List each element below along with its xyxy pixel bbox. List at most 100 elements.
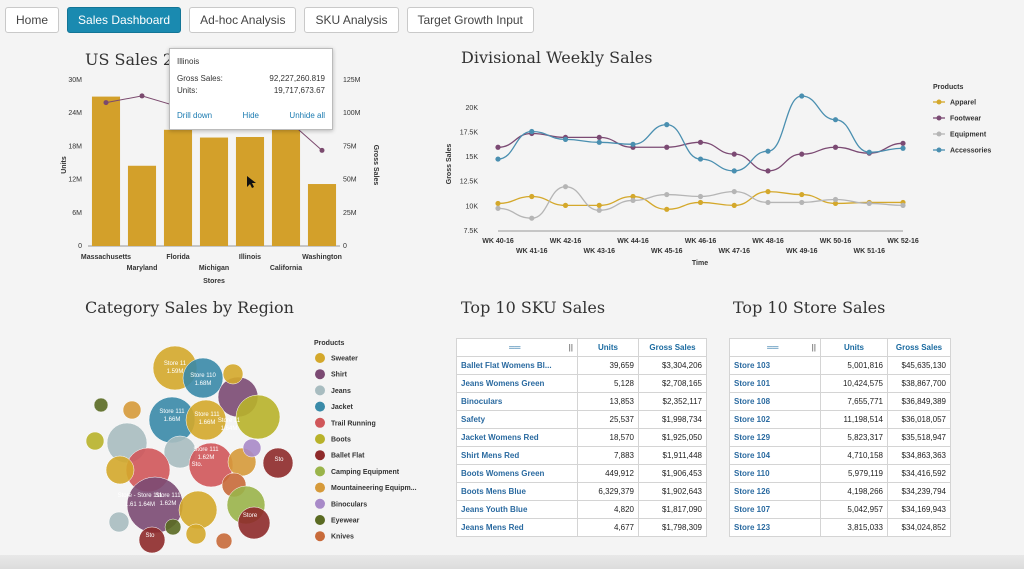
sku-row[interactable]: Boots Mens Blue 6,329,379 $1,902,643 (456, 482, 707, 501)
divisional-chart: 7.5K 10K 12.5K 15K 17.5K 20K Gross Sales Time WK… (446, 84, 991, 267)
us-x-tick: Massachusetts (81, 254, 131, 261)
store-cell-gross: $34,024,852 (887, 518, 951, 537)
store-col-gross[interactable]: Gross Sales (887, 338, 951, 357)
store-cell-name[interactable]: Store 107 (729, 500, 821, 519)
store-row[interactable]: Store 126 4,198,266 $34,239,794 (729, 482, 951, 501)
div-x-tick: WK 46-16 (685, 238, 717, 245)
store-cell-units: 3,815,033 (820, 518, 888, 537)
store-header-row: ══ || Units Gross Sales (729, 338, 951, 357)
tab-target-growth-input[interactable]: Target Growth Input (406, 7, 534, 33)
store-col-units[interactable]: Units (820, 338, 888, 357)
tab-sales-dashboard[interactable]: Sales Dashboard (67, 7, 182, 33)
bottom-bar (0, 555, 1024, 569)
bubble-label: Store (243, 513, 258, 519)
sku-cell-name[interactable]: Jeans Womens Green (456, 374, 578, 393)
us-y2-tick: 100M (343, 110, 361, 117)
sku-table: ══ || Units Gross Sales Ballet Flat Wome… (456, 338, 707, 537)
drill-down-link[interactable]: Drill down (177, 111, 213, 120)
sku-row[interactable]: Shirt Mens Red 7,883 $1,911,448 (456, 446, 707, 465)
sku-cell-name[interactable]: Ballet Flat Womens Bl... (456, 356, 578, 375)
category-bubble (215, 532, 233, 550)
div-series-point (596, 202, 602, 208)
store-row[interactable]: Store 110 5,979,119 $34,416,592 (729, 464, 951, 483)
div-series-point (832, 144, 839, 150)
sku-row[interactable]: Safety 25,537 $1,998,734 (456, 410, 707, 429)
div-series-point (697, 156, 704, 162)
unhide-all-link[interactable]: Unhide all (289, 111, 325, 120)
store-row[interactable]: Store 123 3,815,033 $34,024,852 (729, 518, 951, 537)
store-row[interactable]: Store 107 5,042,957 $34,169,943 (729, 500, 951, 519)
category-bubble (237, 506, 271, 540)
div-y-tick: 17.5K (460, 129, 479, 136)
bubble-label: Store - Store 111 (118, 493, 163, 499)
sku-row[interactable]: Jeans Youth Blue 4,820 $1,817,090 (456, 500, 707, 519)
cat-legend-marker (315, 450, 325, 461)
div-legend-label: Footwear (950, 116, 981, 123)
sku-cell-name[interactable]: Boots Mens Blue (456, 482, 578, 501)
bubble-label: Store 11 (218, 418, 241, 424)
div-series-point (664, 122, 670, 128)
store-cell-name[interactable]: Store 104 (729, 446, 821, 465)
store-row[interactable]: Store 108 7,655,771 $36,849,389 (729, 392, 951, 411)
sku-row[interactable]: Jacket Womens Red 18,570 $1,925,050 (456, 428, 707, 447)
store-row[interactable]: Store 102 11,198,514 $36,018,057 (729, 410, 951, 429)
store-cell-name[interactable]: Store 110 (729, 464, 821, 483)
tab-home[interactable]: Home (5, 7, 60, 33)
sku-row-header[interactable]: ══ || (456, 338, 578, 357)
cat-legend-label: Knives (331, 534, 354, 541)
store-row[interactable]: Store 104 4,710,158 $34,863,363 (729, 446, 951, 465)
sku-cell-name[interactable]: Jacket Womens Red (456, 428, 578, 447)
sku-row[interactable]: Jeans Womens Green 5,128 $2,708,165 (456, 374, 707, 393)
category-bubble (242, 438, 262, 458)
store-cell-name[interactable]: Store 103 (729, 356, 821, 375)
cat-legend-label: Binoculars (331, 501, 367, 508)
cat-legend-marker (315, 417, 325, 428)
sku-row[interactable]: Boots Womens Green 449,912 $1,906,453 (456, 464, 707, 483)
store-cell-name[interactable]: Store 108 (729, 392, 821, 411)
sku-row[interactable]: Binoculars 13,853 $2,352,117 (456, 392, 707, 411)
div-series-point (900, 140, 906, 146)
tooltip-actions: Drill down Hide Unhide all (177, 111, 325, 120)
tooltip-title: Illinois (177, 57, 200, 66)
tab-adhoc-analysis[interactable]: Ad-hoc Analysis (189, 7, 297, 33)
tab-sku-analysis[interactable]: SKU Analysis (304, 7, 399, 33)
us-bar (127, 165, 157, 246)
div-y-tick: 7.5K (464, 228, 479, 235)
div-series-point (495, 200, 501, 207)
sku-cell-name[interactable]: Boots Womens Green (456, 464, 578, 483)
store-cell-name[interactable]: Store 101 (729, 374, 821, 393)
sku-cell-name[interactable]: Binoculars (456, 392, 578, 411)
store-cell-units: 11,198,514 (820, 410, 888, 429)
sku-cell-name[interactable]: Shirt Mens Red (456, 446, 578, 465)
store-cell-name[interactable]: Store 126 (729, 482, 821, 501)
sku-row[interactable]: Ballet Flat Womens Bl... 39,659 $3,304,206 (456, 356, 707, 375)
sku-row[interactable]: Jeans Mens Red 4,677 $1,798,309 (456, 518, 707, 537)
store-row[interactable]: Store 129 5,823,317 $35,518,947 (729, 428, 951, 447)
sku-cell-gross: $1,925,050 (638, 428, 707, 447)
div-series-point (832, 200, 839, 207)
div-series-point (731, 188, 737, 195)
sku-cell-name[interactable]: Jeans Youth Blue (456, 500, 578, 519)
store-cell-name[interactable]: Store 123 (729, 518, 821, 537)
sku-cell-name[interactable]: Safety (456, 410, 578, 429)
store-cell-name[interactable]: Store 102 (729, 410, 821, 429)
div-series-point (630, 193, 636, 200)
store-row-header[interactable]: ══ || (729, 338, 821, 357)
bubble-label: Sto. (192, 462, 203, 468)
us-x-tick: Illinois (239, 254, 261, 261)
sku-header-row: ══ || Units Gross Sales (456, 338, 707, 357)
store-row[interactable]: Store 103 5,001,816 $45,635,130 (729, 356, 951, 375)
store-cell-name[interactable]: Store 129 (729, 428, 821, 447)
us-x-tick: Maryland (127, 265, 158, 272)
store-row[interactable]: Store 101 10,424,575 $38,867,700 (729, 374, 951, 393)
hide-link[interactable]: Hide (242, 111, 259, 120)
div-x-tick: WK 40-16 (482, 238, 514, 245)
us-gross-point (139, 93, 145, 99)
us-y2-label: Gross Sales (372, 145, 379, 186)
cat-legend-label: Shirt (331, 372, 348, 379)
sku-col-gross[interactable]: Gross Sales (638, 338, 707, 357)
sku-cell-name[interactable]: Jeans Mens Red (456, 518, 578, 537)
sku-col-units[interactable]: Units (577, 338, 639, 357)
sku-title: Top 10 SKU Sales (461, 298, 606, 317)
cat-legend-marker (315, 482, 325, 493)
